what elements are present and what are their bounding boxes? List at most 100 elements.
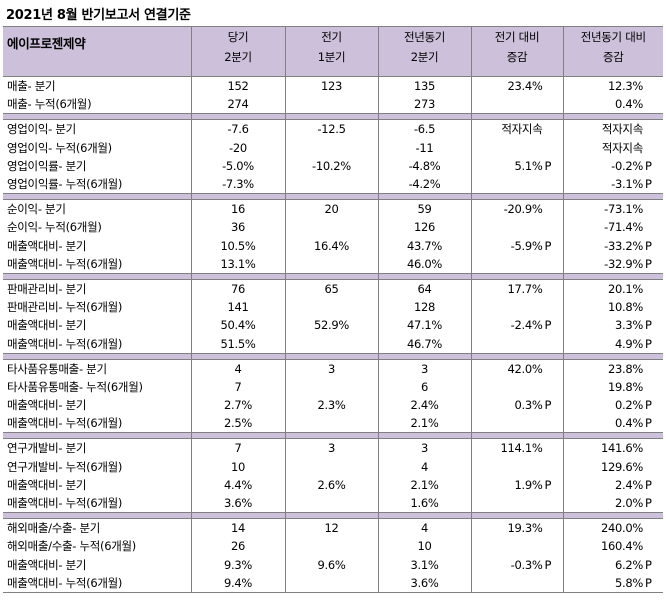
yoy-change-cell: 4.9% P	[562, 334, 663, 354]
separator-cell	[470, 512, 563, 520]
separator-cell	[284, 352, 378, 360]
prior-year-value: 3	[377, 359, 471, 378]
qoq-change-cell: 23.4%	[470, 76, 563, 96]
yoy-change-value: 0.4%	[614, 97, 643, 112]
yoy-change-cell: 160.4%	[562, 537, 663, 556]
company-name-header: 에이프로젠제약	[3, 26, 191, 77]
qoq-change-cell	[470, 414, 563, 433]
separator-cell	[190, 512, 285, 520]
row-label: 해외매출/수출- 누적(6개월)	[7, 539, 136, 554]
qoq-change-cell: -20.9%	[470, 199, 563, 219]
current-value: 3.6%	[190, 493, 285, 513]
prior-year-value: 2.4%	[377, 396, 471, 415]
row-label: 순이익- 누적(6개월)	[7, 220, 102, 235]
previous-value	[284, 334, 378, 354]
row-label: 매출- 누적(6개월)	[7, 97, 92, 112]
qoq-percent-point-flag: P	[544, 238, 552, 253]
table-row: 매출액대비- 누적(6개월) 51.5% 46.7% 4.9% P	[3, 334, 663, 354]
row-label: 매출액대비- 누적(6개월)	[7, 336, 123, 351]
previous-value	[284, 377, 378, 396]
yoy-change-cell: 5.8% P	[562, 573, 663, 593]
yoy-change-cell: -32.9% P	[562, 254, 663, 274]
qoq-change-value: 적자지속	[501, 122, 543, 137]
separator-cell	[377, 113, 471, 121]
table-row: 영업이익률- 누적(6개월) -7.3% -4.2% -3.1% P	[3, 174, 663, 194]
prior-year-value: 2.1%	[377, 414, 471, 433]
section-separator	[3, 512, 663, 520]
prior-year-value: 3.1%	[377, 555, 471, 574]
current-value: 274	[190, 95, 285, 114]
yoy-change-value: -33.2%	[604, 238, 643, 253]
qoq-change-cell: -5.9% P	[470, 236, 563, 255]
separator-cell	[190, 113, 285, 121]
column-header-line2: 1분기	[317, 50, 346, 64]
yoy-change-value: 0.4%	[614, 416, 643, 431]
yoy-percent-point-flag: P	[645, 177, 652, 192]
yoy-change-cell: 12.3%	[562, 76, 663, 96]
separator-cell	[190, 193, 285, 201]
row-label: 영업이익률- 분기	[7, 158, 87, 173]
separator-cell	[284, 432, 378, 440]
financial-table: 에이프로젠제약 당기 2분기 전기 1분기 전년동기 2분기 전기 대비 증감 …	[3, 26, 663, 593]
current-value: 2.5%	[190, 414, 285, 433]
yoy-percent-point-flag: P	[645, 238, 652, 253]
section-separator	[3, 113, 663, 121]
separator-cell	[284, 512, 378, 520]
qoq-change-value: 19.3%	[507, 521, 543, 536]
yoy-change-value: 141.6%	[600, 441, 643, 456]
qoq-percent-point-flag: P	[544, 557, 552, 572]
separator-cell	[190, 272, 285, 280]
prior-year-value: -4.2%	[377, 174, 471, 194]
table-row: 타사품유통매출- 누적(6개월) 7 6 19.8%	[3, 377, 663, 396]
previous-value	[284, 298, 378, 317]
previous-value	[284, 138, 378, 157]
section-separator	[3, 432, 663, 440]
current-value: 36	[190, 218, 285, 237]
prior-year-value: 46.7%	[377, 334, 471, 354]
yoy-change-value: 240.0%	[600, 521, 643, 536]
table-row: 매출- 누적(6개월) 274 273 0.4%	[3, 95, 663, 114]
qoq-change-cell	[470, 493, 563, 513]
yoy-change-cell: 23.8%	[562, 359, 663, 378]
yoy-change-cell: 적자지속	[562, 138, 663, 157]
previous-value: -10.2%	[284, 156, 378, 175]
separator-cell	[562, 113, 663, 121]
previous-value	[284, 218, 378, 237]
column-header-previous: 전기 1분기	[284, 26, 378, 77]
table-row: 연구개발비- 분기 7 3 3 114.1% 141.6%	[3, 438, 663, 458]
yoy-change-cell: 240.0%	[562, 518, 663, 538]
separator-cell	[377, 272, 471, 280]
qoq-change-cell: 1.9% P	[470, 475, 563, 494]
current-value: 13.1%	[190, 254, 285, 274]
yoy-change-value: 19.8%	[607, 379, 643, 394]
row-label: 영업이익률- 누적(6개월)	[7, 177, 123, 192]
prior-year-value: 3.6%	[377, 573, 471, 593]
prior-year-value: 128	[377, 298, 471, 317]
separator-cell	[562, 432, 663, 440]
separator-cell	[284, 193, 378, 201]
yoy-change-value: 20.1%	[607, 281, 643, 296]
yoy-change-cell: 19.8%	[562, 377, 663, 396]
yoy-change-value: 적자지속	[601, 122, 643, 137]
yoy-change-value: 적자지속	[601, 140, 643, 155]
qoq-change-value: -0.3%	[510, 557, 543, 572]
yoy-change-cell: -3.1% P	[562, 174, 663, 194]
yoy-percent-point-flag: P	[645, 158, 652, 173]
separator-cell	[284, 272, 378, 280]
table-row: 해외매출/수출- 누적(6개월) 26 10 160.4%	[3, 537, 663, 556]
prior-year-value: 10	[377, 537, 471, 556]
qoq-change-cell	[470, 95, 563, 114]
separator-cell	[377, 432, 471, 440]
prior-year-value: 4	[377, 518, 471, 538]
section-separator	[3, 193, 663, 201]
yoy-change-cell: 20.1%	[562, 279, 663, 299]
previous-value: 123	[284, 76, 378, 96]
row-label: 영업이익- 분기	[7, 122, 76, 137]
table-body: 매출- 분기 152 123 135 23.4% 12.3% 매출- 누적(6개월) 274 2…	[3, 76, 663, 593]
row-label: 판매관리비- 누적(6개월)	[7, 300, 123, 315]
prior-year-value: 59	[377, 199, 471, 219]
table-row: 타사품유통매출- 분기 4 3 3 42.0% 23.8%	[3, 359, 663, 378]
yoy-change-value: 0.2%	[614, 398, 643, 413]
table-row: 매출액대비- 분기 10.5% 16.4% 43.7% -5.9% P -33.2% P	[3, 236, 663, 255]
row-label: 타사품유통매출- 분기	[7, 361, 107, 376]
